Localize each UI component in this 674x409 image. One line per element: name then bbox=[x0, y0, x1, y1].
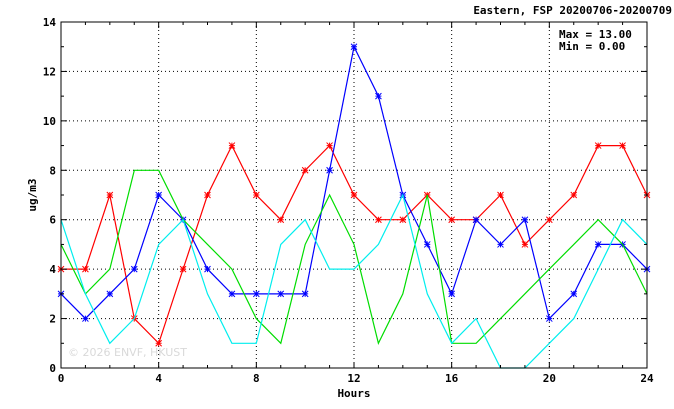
series-line bbox=[60, 169, 648, 346]
max-label: Max = 13.00 bbox=[559, 28, 632, 41]
data-point bbox=[228, 142, 236, 149]
data-point bbox=[448, 290, 456, 298]
data-point bbox=[350, 43, 358, 51]
data-point bbox=[252, 191, 260, 199]
series-line bbox=[60, 193, 648, 369]
data-point bbox=[521, 241, 529, 248]
data-point bbox=[106, 191, 114, 199]
data-point bbox=[228, 290, 236, 298]
y-tick-label: 12 bbox=[43, 65, 56, 78]
series-layer bbox=[57, 43, 651, 369]
data-point bbox=[594, 241, 602, 248]
data-point bbox=[448, 216, 456, 224]
y-tick-label: 8 bbox=[49, 164, 56, 177]
x-axis-label: Hours bbox=[337, 387, 370, 400]
x-tick-label: 4 bbox=[155, 372, 162, 385]
y-tick-label: 2 bbox=[49, 313, 56, 326]
data-point bbox=[301, 166, 309, 174]
data-point bbox=[179, 265, 187, 273]
data-point bbox=[594, 142, 602, 149]
x-tick-label: 0 bbox=[58, 372, 65, 385]
data-point bbox=[204, 265, 211, 273]
y-tick-label: 0 bbox=[49, 362, 56, 375]
data-point bbox=[545, 216, 553, 224]
data-point bbox=[155, 339, 163, 347]
series-4 bbox=[60, 193, 648, 369]
y-tick-label: 4 bbox=[49, 263, 56, 276]
data-point bbox=[277, 216, 285, 224]
data-point bbox=[570, 290, 578, 298]
data-point bbox=[350, 191, 358, 199]
data-point bbox=[497, 241, 504, 248]
data-point bbox=[82, 265, 89, 273]
watermark: © 2026 ENVF, HKUST bbox=[68, 346, 187, 359]
data-point bbox=[326, 166, 333, 174]
data-point bbox=[399, 216, 407, 224]
data-point bbox=[82, 315, 89, 322]
x-tick-label: 12 bbox=[347, 372, 360, 385]
data-point bbox=[497, 191, 504, 199]
data-point bbox=[252, 290, 260, 298]
y-tick-label: 14 bbox=[43, 16, 57, 29]
data-point bbox=[326, 142, 333, 149]
x-tick-label: 8 bbox=[253, 372, 260, 385]
data-point bbox=[521, 216, 529, 224]
data-point bbox=[204, 191, 211, 199]
data-point bbox=[277, 290, 285, 298]
x-tick-label: 16 bbox=[445, 372, 459, 385]
data-point bbox=[472, 216, 480, 224]
data-point bbox=[375, 92, 382, 100]
data-point bbox=[570, 191, 578, 199]
x-tick-label: 24 bbox=[640, 372, 654, 385]
x-tick-label: 20 bbox=[543, 372, 556, 385]
data-point bbox=[106, 290, 114, 298]
data-point bbox=[155, 191, 163, 199]
y-tick-label: 6 bbox=[49, 214, 56, 227]
chart-title: Eastern, FSP 20200706-20200709 bbox=[473, 4, 672, 17]
series-3 bbox=[60, 169, 648, 346]
data-point bbox=[130, 265, 138, 273]
data-point bbox=[375, 216, 382, 224]
min-label: Min = 0.00 bbox=[559, 40, 625, 53]
y-axis-label: ug/m3 bbox=[26, 178, 39, 211]
y-tick-label: 10 bbox=[43, 115, 56, 128]
data-point bbox=[545, 315, 553, 322]
data-point bbox=[301, 290, 309, 298]
data-point bbox=[619, 142, 626, 149]
data-point bbox=[423, 241, 431, 248]
